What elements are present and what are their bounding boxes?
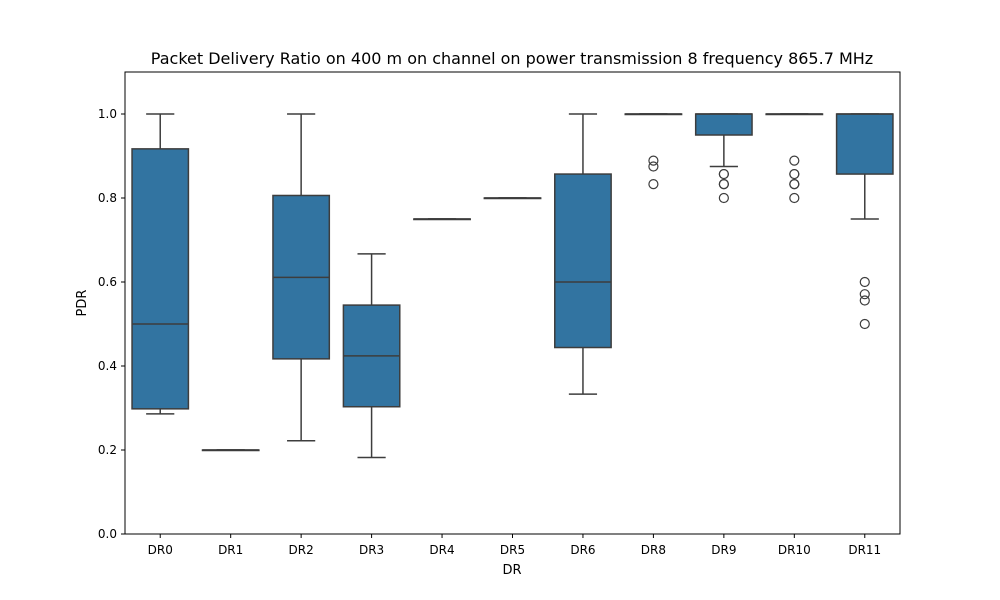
y-axis: 0.0 0.2 0.4 0.6 0.8 1.0 bbox=[98, 107, 125, 541]
box-dr5 bbox=[483, 197, 542, 200]
box-dr3 bbox=[342, 253, 401, 459]
x-tick-label: DR11 bbox=[848, 543, 881, 557]
x-tick-label: DR10 bbox=[778, 543, 811, 557]
y-tick-label: 0.6 bbox=[98, 275, 117, 289]
y-axis-label: PDR bbox=[75, 290, 90, 317]
outlier-point bbox=[718, 192, 729, 204]
chart-title: Packet Delivery Ratio on 400 m on channe… bbox=[151, 49, 873, 68]
x-tick-label: DR5 bbox=[500, 543, 525, 557]
outlier-point bbox=[789, 192, 800, 204]
x-axis: DR0 DR1 DR2 DR3 DR4 DR5 DR6 DR8 DR9 DR10 DR11 bbox=[148, 534, 881, 557]
box-dr2 bbox=[272, 113, 331, 442]
box-iqr bbox=[554, 173, 612, 349]
x-tick-label: DR2 bbox=[289, 543, 314, 557]
outlier-point bbox=[648, 179, 659, 190]
outlier-point bbox=[648, 155, 659, 166]
x-tick-label: DR9 bbox=[711, 543, 736, 557]
x-axis-label: DR bbox=[502, 563, 521, 578]
plot-area bbox=[131, 113, 894, 459]
outlier-point bbox=[718, 179, 729, 190]
x-tick-label: DR4 bbox=[429, 543, 454, 557]
box-dr0 bbox=[131, 113, 190, 415]
outlier-point bbox=[859, 318, 870, 330]
outlier-point bbox=[859, 289, 870, 300]
x-tick-label: DR1 bbox=[218, 543, 243, 557]
outlier-point bbox=[789, 168, 800, 180]
outlier-point bbox=[648, 161, 659, 172]
y-tick-label: 0.8 bbox=[98, 191, 117, 205]
y-tick-label: 1.0 bbox=[98, 107, 117, 121]
x-tick-label: DR6 bbox=[570, 543, 595, 557]
box-dr6 bbox=[554, 113, 612, 395]
outlier-point bbox=[718, 168, 729, 180]
y-tick-label: 0.4 bbox=[98, 359, 117, 373]
box-dr1 bbox=[201, 449, 260, 452]
box-iqr bbox=[131, 148, 190, 410]
x-tick-label: DR3 bbox=[359, 543, 384, 557]
box-dr9 bbox=[694, 113, 753, 204]
outlier-point bbox=[859, 276, 870, 288]
box-dr4 bbox=[413, 218, 471, 221]
x-tick-label: DR8 bbox=[641, 543, 666, 557]
box-dr8 bbox=[624, 113, 683, 190]
box-iqr bbox=[835, 113, 894, 175]
box-dr10 bbox=[765, 113, 824, 204]
outlier-point bbox=[789, 155, 800, 166]
x-tick-label: DR0 bbox=[148, 543, 173, 557]
box-dr11 bbox=[835, 113, 894, 330]
outlier-point bbox=[859, 295, 870, 306]
plot-frame bbox=[124, 71, 901, 535]
outlier-point bbox=[789, 179, 800, 190]
box-iqr bbox=[694, 113, 753, 136]
y-tick-label: 0.2 bbox=[98, 443, 117, 457]
y-tick-label: 0.0 bbox=[98, 527, 117, 541]
